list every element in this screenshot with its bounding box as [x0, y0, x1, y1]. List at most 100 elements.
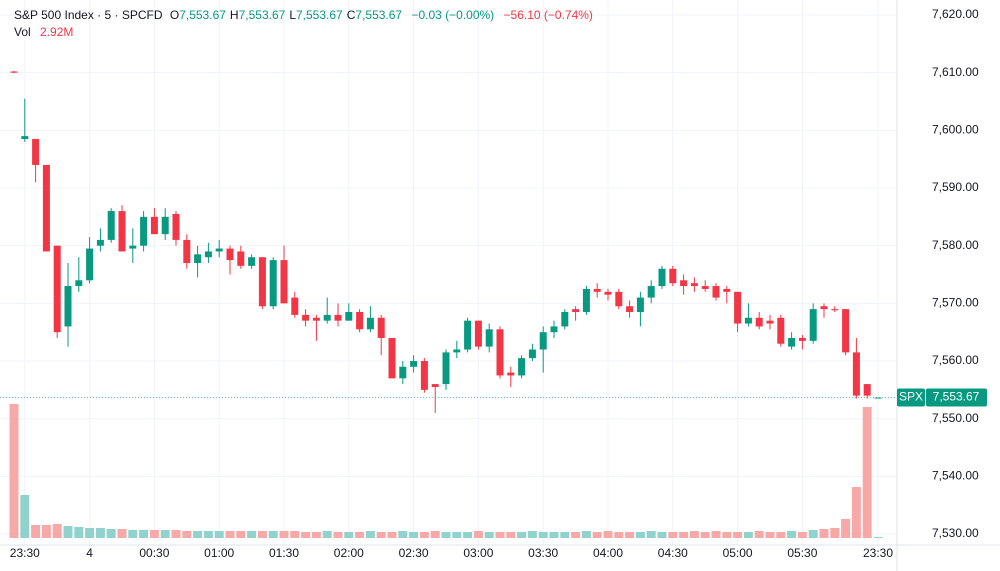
candle-body	[658, 268, 666, 287]
price-tag-symbol-box	[897, 388, 925, 407]
candle-body	[582, 288, 590, 313]
volume-bar	[441, 532, 451, 538]
candle-body	[377, 317, 385, 338]
x-tick-label: 00:30	[139, 546, 169, 560]
candle-body	[356, 312, 364, 330]
candle-body	[496, 329, 504, 376]
price-tag-box	[926, 388, 987, 407]
volume-bar	[592, 532, 602, 538]
volume-bar	[20, 495, 30, 538]
change: −0.03 (−0.00%)	[411, 8, 495, 22]
candle-body	[399, 366, 407, 379]
volume-bar	[203, 531, 213, 538]
volume-bar	[333, 532, 343, 538]
candle-body	[194, 254, 202, 263]
volume-bar	[625, 532, 635, 538]
ohlc-key: H	[229, 8, 239, 22]
session-change: −56.10 (−0.74%)	[503, 8, 593, 22]
volume-bar	[279, 531, 289, 538]
volume-bar	[409, 532, 419, 538]
volume-bar	[171, 530, 181, 538]
volume-bar	[733, 532, 743, 538]
volume-bar	[517, 532, 527, 538]
ohlc-key: L	[289, 8, 296, 22]
volume-bar	[841, 519, 851, 538]
candle-body	[269, 260, 277, 307]
legend-header: S&P 500 Index · 5 · SPCFD O7,553.67 H7,55…	[14, 7, 593, 41]
price-tag-symbol: SPX	[899, 390, 923, 404]
candle-body	[334, 314, 342, 321]
x-tick-label: 04:30	[658, 546, 688, 560]
candle-body	[107, 211, 115, 240]
volume-bar	[711, 531, 721, 538]
x-tick-label: 23:30	[10, 546, 40, 560]
volume-bar	[74, 527, 84, 538]
volume-bar	[344, 532, 354, 538]
candle-body	[140, 216, 148, 246]
candle-body	[734, 291, 742, 324]
volume-bar	[31, 525, 41, 538]
candle-body	[10, 71, 18, 73]
candle-body	[647, 286, 655, 298]
volume-bar	[139, 530, 149, 538]
candle-body	[842, 309, 850, 353]
volume-bar	[614, 532, 624, 538]
volume-bar	[290, 531, 300, 538]
volume-bar	[322, 531, 332, 538]
x-tick-label: 4	[86, 546, 93, 560]
volume-row: Vol 2.92M	[14, 24, 593, 41]
volume-bar	[754, 531, 764, 538]
x-tick-label: 04:00	[593, 546, 623, 560]
candle-body	[129, 245, 137, 249]
candle-body	[809, 309, 817, 341]
volume-bar	[635, 532, 645, 538]
volume-bar	[808, 530, 818, 538]
candle-body	[863, 384, 871, 396]
volume-bar	[549, 532, 559, 538]
x-tick-label: 03:00	[463, 546, 493, 560]
ohlc-row: S&P 500 Index · 5 · SPCFD O7,553.67 H7,55…	[14, 7, 593, 24]
candle-body	[86, 248, 94, 281]
candle-body	[312, 317, 320, 321]
candle-body	[777, 317, 785, 344]
volume-bar	[52, 524, 62, 538]
candle-body	[453, 349, 461, 353]
volume-bar	[398, 531, 408, 538]
volume-bar	[257, 531, 267, 538]
volume-bar	[603, 531, 613, 538]
volume-bar	[355, 532, 365, 538]
candle-body	[539, 332, 547, 350]
candle-body	[593, 288, 601, 292]
candle-body	[42, 164, 50, 252]
volume-bar	[722, 532, 732, 538]
volume-bar	[679, 532, 689, 538]
volume-bar	[117, 529, 127, 538]
candle-body	[410, 361, 418, 367]
candle-body	[701, 286, 709, 289]
candle-body	[291, 297, 299, 315]
ohlc-value: 7,553.67	[355, 8, 403, 22]
candle-body	[280, 260, 288, 304]
volume-bar	[873, 537, 883, 538]
volume-label: Vol	[14, 25, 31, 39]
volume-bar	[700, 532, 710, 538]
candle-body	[204, 251, 212, 258]
candle-body	[215, 248, 223, 252]
volume-bar	[247, 531, 257, 538]
volume-bar	[473, 531, 483, 538]
candle-body	[755, 317, 763, 327]
volume-bar	[743, 532, 753, 538]
candle-body	[723, 288, 731, 292]
y-tick-label: 7,590.00	[932, 180, 979, 194]
volume-bar	[376, 532, 386, 538]
volume-bar	[95, 528, 105, 538]
candle-body	[431, 384, 439, 387]
y-tick-label: 7,540.00	[932, 469, 979, 483]
candle-body	[345, 312, 353, 321]
candle-body	[669, 268, 677, 284]
volume-bar	[851, 487, 861, 538]
candle-body	[744, 317, 752, 324]
ohlc-value: 7,553.67	[179, 8, 226, 22]
x-tick-label: 03:30	[528, 546, 558, 560]
